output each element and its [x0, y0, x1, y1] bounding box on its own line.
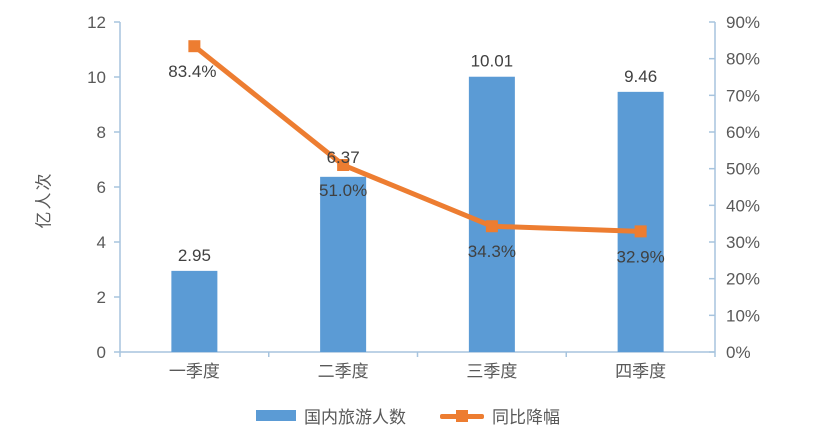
x-axis-category-label: 一季度: [169, 362, 220, 381]
right-axis-tick-label: 70%: [726, 86, 760, 105]
x-axis-category-label: 四季度: [615, 362, 666, 381]
line-marker[interactable]: [188, 40, 201, 53]
left-axis-tick-label: 6: [97, 178, 106, 197]
line-marker[interactable]: [485, 220, 498, 233]
line-value-label: 83.4%: [168, 62, 216, 81]
line-marker[interactable]: [634, 225, 647, 238]
bar-series-swatch-icon: [256, 410, 296, 421]
bar[interactable]: [468, 76, 515, 352]
right-axis-tick-label: 80%: [726, 50, 760, 69]
line-value-label: 51.0%: [319, 181, 367, 200]
legend: 国内旅游人数 同比降幅: [0, 403, 816, 428]
right-axis-tick-label: 90%: [726, 13, 760, 32]
left-axis-tick-label: 0: [97, 343, 106, 362]
left-axis-tick-label: 10: [87, 68, 106, 87]
line-value-label: 32.9%: [617, 247, 665, 266]
right-axis-tick-label: 60%: [726, 123, 760, 142]
line-series[interactable]: [192, 44, 641, 234]
bar-value-label: 9.46: [624, 67, 657, 86]
right-axis-tick-label: 50%: [726, 160, 760, 179]
line-marker[interactable]: [337, 159, 350, 171]
left-axis-tick-label: 4: [97, 233, 106, 252]
right-axis-tick-label: 30%: [726, 233, 760, 252]
right-axis-tick-label: 0%: [726, 343, 751, 362]
right-axis-tick-label: 20%: [726, 270, 760, 289]
bar[interactable]: [617, 91, 664, 352]
bar[interactable]: [171, 270, 218, 352]
legend-item-line-series[interactable]: 同比降幅: [440, 403, 560, 428]
legend-line-label: 同比降幅: [492, 408, 560, 427]
bar-value-label: 2.95: [178, 246, 211, 265]
legend-item-bar-series[interactable]: 国内旅游人数: [256, 403, 406, 428]
bar-value-label: 6.37: [327, 148, 360, 167]
legend-bar-label: 国内旅游人数: [304, 408, 406, 427]
left-axis-title: 亿人次: [34, 171, 54, 229]
line-series-swatch-icon: [440, 409, 484, 423]
line-value-label: 34.3%: [468, 242, 516, 261]
x-axis-category-label: 三季度: [466, 362, 517, 381]
bar-value-label: 10.01: [471, 52, 514, 71]
right-axis-tick-label: 10%: [726, 306, 760, 325]
bar[interactable]: [320, 176, 367, 352]
right-axis-tick-label: 40%: [726, 196, 760, 215]
left-axis-tick-label: 12: [87, 13, 106, 32]
x-axis-category-label: 二季度: [318, 362, 369, 381]
left-axis-tick-label: 2: [97, 288, 106, 307]
left-axis-tick-label: 8: [97, 123, 106, 142]
